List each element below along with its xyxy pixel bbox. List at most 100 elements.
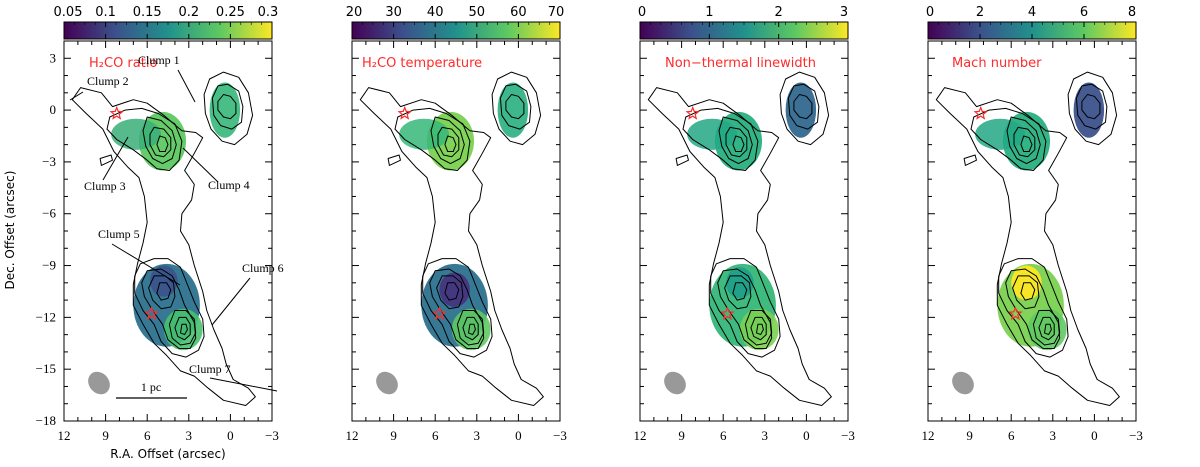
contour-line [437, 126, 460, 158]
contour-line [444, 282, 460, 301]
contour-line [394, 107, 471, 171]
contour-line [718, 116, 753, 165]
x-tick-label: 6 [144, 428, 151, 443]
contour-line [217, 94, 237, 120]
contour-line [717, 268, 773, 349]
colorbar-frame [63, 21, 273, 40]
x-tick-label: 3 [1050, 428, 1057, 443]
x-tick-label: −3 [265, 428, 279, 443]
panel-label: H₂CO ratio [89, 56, 157, 71]
heatmap-cell [687, 118, 738, 150]
colorbar-tick-label: 0.2 [178, 5, 199, 20]
contour-line [505, 94, 525, 120]
y-tick-label: −3 [42, 154, 56, 169]
clump-leader-line [102, 136, 129, 181]
contour-line [1067, 71, 1118, 146]
y-tick-label: −15 [36, 361, 56, 376]
contour-line [732, 135, 745, 152]
colorbar-tick-label: 60 [510, 5, 527, 20]
colorbar-tick-label: 6 [1080, 5, 1088, 20]
clump-leader-line [209, 377, 278, 392]
heatmap-cell [739, 308, 779, 351]
contour-line [429, 268, 485, 349]
contour-line [1075, 83, 1108, 130]
contour-line [1006, 116, 1041, 165]
y-tick-label: −6 [42, 206, 56, 221]
x-tick-label: 0 [515, 428, 522, 443]
colorbar [640, 22, 848, 39]
colorbar-tick-label: 0.05 [54, 5, 83, 20]
contour-line [203, 71, 254, 146]
panel-1: 0.05 0.1 0.15 0.2 0.25 0.3 12 9 6 3 0 −3 3 0 −3 −6 −9 −12… [36, 5, 284, 443]
clump-label: Clump 2 [87, 74, 129, 88]
heatmap-cell [209, 82, 241, 138]
contour-line [468, 323, 476, 336]
panel-label: H₂CO temperature [362, 56, 482, 71]
contour-line [444, 135, 457, 152]
heatmap-cell [111, 118, 162, 150]
scale-bar-label: 1 pc [141, 380, 161, 394]
x-tick-label: 3 [762, 428, 769, 443]
star-marker [432, 306, 447, 321]
x-axis-label: R.A. Offset (arcsec) [110, 447, 225, 461]
y-tick-label: 3 [50, 50, 57, 65]
x-tick-label: 12 [634, 428, 647, 443]
contours [647, 71, 832, 406]
x-tick-label: 9 [966, 428, 973, 443]
colorbar-tick-label: 0.25 [216, 5, 245, 20]
x-tick-label: 0 [1091, 428, 1098, 443]
contour-line [359, 87, 544, 406]
colorbar-tick-label: 0.3 [258, 5, 279, 20]
contour-line [149, 126, 172, 158]
star-marker [397, 105, 412, 120]
colorbar-tick-label: 3 [840, 5, 848, 20]
x-tick-label: 3 [474, 428, 481, 443]
clump-leader-line [211, 277, 251, 326]
contour-line [750, 316, 767, 341]
contour-line [724, 275, 752, 310]
contour-line [462, 316, 479, 341]
beam-ellipse [88, 371, 110, 395]
contour-line [1032, 310, 1061, 346]
contour-line [732, 282, 748, 301]
heatmap-cell [1073, 82, 1105, 138]
panel-label: Mach number [952, 56, 1042, 71]
x-tick-label: 6 [1008, 428, 1015, 443]
colorbar-frame [351, 21, 561, 40]
contour-line [156, 135, 169, 152]
x-tick-label: −3 [841, 428, 855, 443]
y-tick-label: −12 [36, 309, 56, 324]
contour-line [1081, 94, 1101, 120]
x-tick-label: 0 [803, 428, 810, 443]
heatmap-cell [163, 308, 203, 351]
clump-label: Clump 7 [189, 362, 231, 376]
y-tick-label: −18 [36, 413, 56, 428]
colorbar-tick-label: 20 [346, 5, 363, 20]
contour-line [675, 154, 689, 166]
clump-leader-line [177, 69, 196, 103]
contour-line [787, 83, 820, 130]
contours [359, 71, 544, 406]
clump-leader-line [182, 147, 219, 183]
contour-line [963, 154, 977, 166]
contour-line [141, 268, 197, 349]
heatmap-cell [975, 118, 1026, 150]
colorbar-tick-label: 30 [385, 5, 402, 20]
contour-line [99, 154, 113, 166]
contour-line [779, 71, 830, 146]
heatmap-cell [497, 82, 529, 138]
colorbar-frame [639, 21, 849, 40]
colorbar-tick-label: 50 [469, 5, 486, 20]
colorbar-tick-label: 0 [638, 5, 646, 20]
x-tick-label: 6 [432, 428, 439, 443]
colorbar-tick-label: 2 [775, 5, 783, 20]
colorbar-tick-label: 70 [548, 5, 565, 20]
clump-leader-line [69, 91, 84, 101]
contour-line [1020, 135, 1033, 152]
panels-group: 0.05 0.1 0.15 0.2 0.25 0.312 9 6 3 0 −330−3−6−9−12… [36, 5, 1143, 443]
contour-line [134, 258, 205, 358]
heatmap-cell [451, 308, 491, 351]
contours [935, 71, 1120, 406]
